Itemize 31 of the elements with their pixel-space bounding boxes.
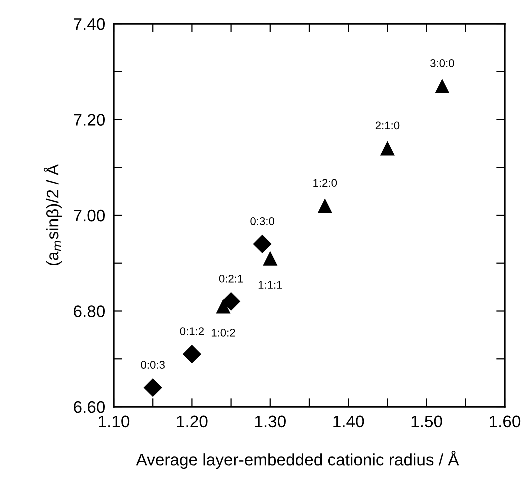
annotation: 1:2:0 bbox=[314, 179, 338, 188]
annotation: 1:1:1 bbox=[258, 281, 282, 289]
x-tick-label: 1.40 bbox=[334, 416, 364, 428]
point bbox=[216, 299, 231, 314]
x-tick-label: 1.20 bbox=[177, 416, 208, 428]
annotation: 3:0:0 bbox=[430, 60, 454, 68]
point bbox=[144, 378, 162, 398]
annotation: 0:0:3 bbox=[141, 361, 165, 369]
annotation: 1:0:2 bbox=[212, 328, 236, 337]
point bbox=[318, 198, 332, 214]
point bbox=[263, 251, 278, 266]
x-axis-title: Average layer-embedded cationic radius / Å bbox=[136, 451, 460, 470]
annotation: 0:3:0 bbox=[250, 217, 275, 226]
y-tick-label: 7.00 bbox=[74, 210, 106, 222]
annotation: 2:1:0 bbox=[376, 122, 400, 130]
y-tick-label: 7.20 bbox=[74, 114, 106, 126]
annotation: 0:1:2 bbox=[180, 328, 204, 336]
x-tick-label: 1.50 bbox=[412, 416, 442, 428]
point bbox=[222, 292, 241, 311]
x-tick-label: 1.10 bbox=[99, 416, 130, 428]
point bbox=[182, 345, 202, 364]
x-tick-label: 1.60 bbox=[490, 416, 521, 428]
point bbox=[380, 141, 395, 156]
x-tick-label: 1.30 bbox=[255, 416, 286, 428]
point bbox=[253, 234, 272, 254]
y-tick-label: 7.40 bbox=[74, 18, 106, 30]
annotation: 0:2:1 bbox=[219, 274, 244, 283]
y-tick-label: 6.80 bbox=[74, 306, 106, 318]
y-tick-label: 6.60 bbox=[74, 401, 106, 414]
point bbox=[435, 78, 450, 94]
y-axis-title: (a$_{m}$sinβ)/2 / Å bbox=[44, 164, 62, 266]
